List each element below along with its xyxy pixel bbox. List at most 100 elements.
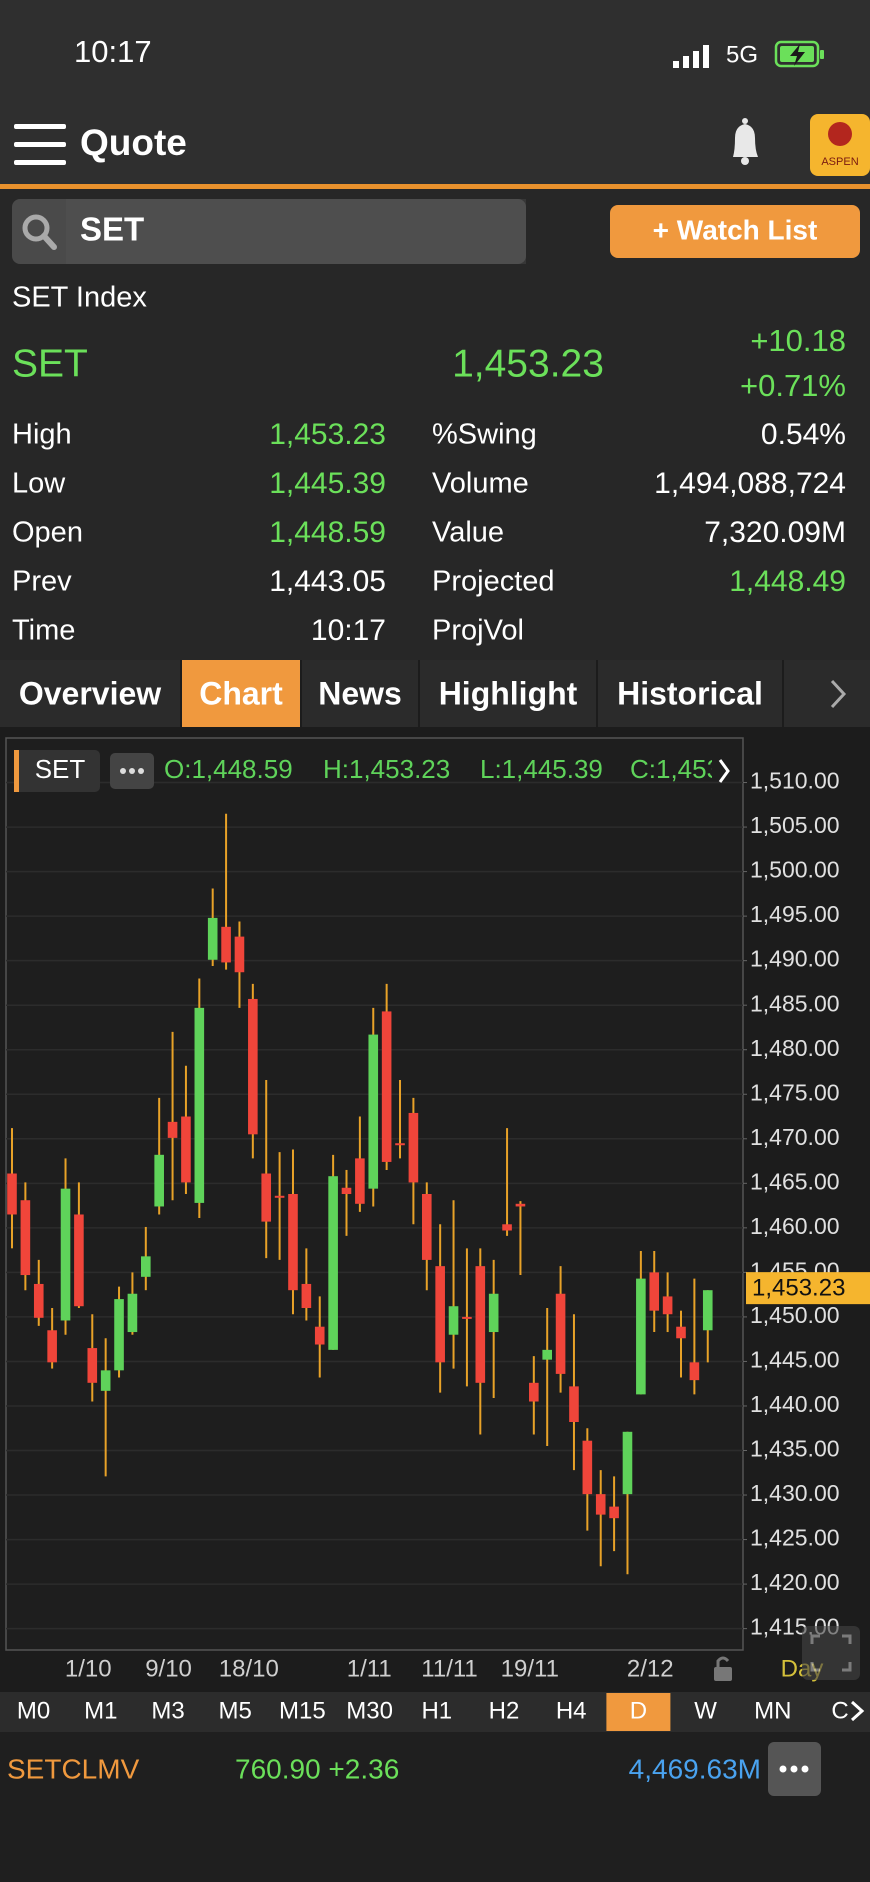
ohlc-label: H:1,453.23 — [323, 754, 450, 784]
candle-body — [221, 926, 231, 963]
more-icon — [120, 768, 144, 774]
candle-body — [141, 1256, 151, 1277]
symbol-badge-accent — [14, 750, 19, 792]
candle-body — [569, 1386, 579, 1422]
candle-body — [194, 1007, 205, 1203]
y-tick-label: 1,505.00 — [750, 812, 840, 838]
search-box[interactable] — [12, 199, 526, 264]
stat-value: 1,448.49 — [729, 565, 846, 598]
notification-button[interactable] — [733, 118, 758, 165]
search-query: SET — [80, 211, 144, 248]
stat-label: ProjVol — [432, 615, 524, 647]
stat-value: 1,448.59 — [269, 516, 386, 549]
candle-body — [167, 1121, 178, 1138]
timeframe-option[interactable]: M30 — [346, 1697, 393, 1724]
timeframe-option[interactable]: C — [831, 1697, 848, 1724]
fullscreen-button[interactable] — [802, 1626, 860, 1680]
y-tick-label: 1,490.00 — [750, 946, 840, 972]
candle-body — [74, 1214, 84, 1307]
y-tick-label: 1,500.00 — [750, 857, 840, 883]
tab[interactable] — [420, 660, 596, 727]
y-tick-label: 1,495.00 — [750, 901, 840, 927]
stat-value: 7,320.09M — [704, 516, 846, 549]
tab[interactable] — [598, 660, 782, 727]
y-tick-label: 1,460.00 — [750, 1213, 840, 1239]
logo-mark — [828, 122, 852, 146]
last-price-label: 1,453.23 — [752, 1274, 845, 1301]
timeframe-option[interactable]: M3 — [151, 1697, 184, 1724]
instrument-symbol: SET — [12, 342, 88, 385]
candle-body — [114, 1299, 124, 1371]
stat-value: 1,494,088,724 — [654, 467, 846, 500]
ohlc-label: C:1,453.23 — [630, 754, 757, 784]
tab[interactable] — [0, 660, 180, 727]
candle-body — [448, 1306, 459, 1335]
last-price: 1,453.23 — [452, 342, 604, 385]
tab-label: Overview — [19, 675, 161, 711]
timeframe-option[interactable]: H2 — [489, 1697, 520, 1724]
timeframe-option[interactable]: H1 — [421, 1697, 452, 1724]
tab-scroll-button[interactable] — [784, 660, 870, 727]
ohlc-scroll-icon[interactable] — [718, 759, 730, 783]
stat-label: High — [12, 419, 72, 451]
timeframe-active[interactable] — [606, 1693, 671, 1731]
candle-body — [355, 1158, 365, 1204]
y-tick-label: 1,445.00 — [750, 1347, 840, 1373]
stat-label: %Swing — [432, 419, 537, 451]
candle-body — [87, 1348, 98, 1383]
y-tick-label: 1,510.00 — [750, 768, 840, 794]
x-tick-label: 19/11 — [501, 1655, 559, 1682]
lock-icon[interactable] — [714, 1656, 732, 1681]
candle-body — [462, 1316, 472, 1319]
stat-value: 0.54% — [761, 418, 846, 451]
candle-body — [301, 1283, 312, 1308]
candle-body — [100, 1370, 111, 1391]
timeframe-option[interactable]: M0 — [17, 1697, 50, 1724]
candle-body — [395, 1143, 405, 1146]
stat-value: 10:17 — [311, 614, 386, 647]
y-tick-label: 1,480.00 — [750, 1035, 840, 1061]
candle-body — [529, 1382, 539, 1402]
chevron-icon — [830, 679, 847, 709]
stat-value: 1,445.39 — [269, 467, 386, 500]
candle-body — [662, 1296, 673, 1315]
candle-body — [622, 1431, 633, 1495]
stat-value: 1,453.23 — [269, 418, 386, 451]
stat-label: Prev — [12, 566, 72, 598]
y-tick-label: 1,440.00 — [750, 1391, 840, 1417]
timeframe-option[interactable]: M5 — [219, 1697, 252, 1724]
candle-body — [435, 1266, 445, 1363]
candle-body — [7, 1173, 17, 1215]
price-change-percent: +0.71% — [740, 368, 846, 403]
candle-body — [582, 1440, 593, 1495]
chart-symbol: SET — [35, 754, 86, 784]
timeframe-scroll-icon[interactable] — [850, 1700, 865, 1722]
timeframe-option[interactable]: MN — [754, 1697, 791, 1724]
timeframe-option[interactable]: M15 — [279, 1697, 326, 1724]
candle-body — [154, 1154, 164, 1207]
search-icon — [22, 214, 57, 250]
symbol-badge[interactable] — [14, 750, 100, 792]
search-field[interactable] — [66, 199, 526, 264]
menu-button[interactable] — [14, 124, 66, 165]
watch-list-button[interactable] — [610, 205, 860, 258]
candle-body — [649, 1272, 660, 1311]
tab[interactable] — [182, 660, 300, 727]
tab[interactable] — [302, 660, 418, 727]
tab-label: News — [318, 675, 402, 711]
candle-body — [595, 1494, 606, 1515]
stat-label: Open — [12, 517, 83, 549]
timeframe-option[interactable]: W — [694, 1697, 717, 1724]
candle-body — [488, 1293, 499, 1333]
candle-body — [20, 1200, 31, 1276]
candle-body — [502, 1224, 512, 1231]
status-time: 10:17 — [74, 34, 152, 69]
timeframe-option[interactable]: H4 — [556, 1697, 587, 1724]
candle-body — [421, 1194, 432, 1260]
timeframe-option[interactable]: M1 — [84, 1697, 117, 1724]
candle-body — [288, 1194, 298, 1291]
candle-body — [542, 1349, 552, 1360]
candle-body — [127, 1293, 138, 1333]
timeframe-option[interactable]: D — [630, 1697, 647, 1724]
last-price-tag — [746, 1272, 870, 1305]
